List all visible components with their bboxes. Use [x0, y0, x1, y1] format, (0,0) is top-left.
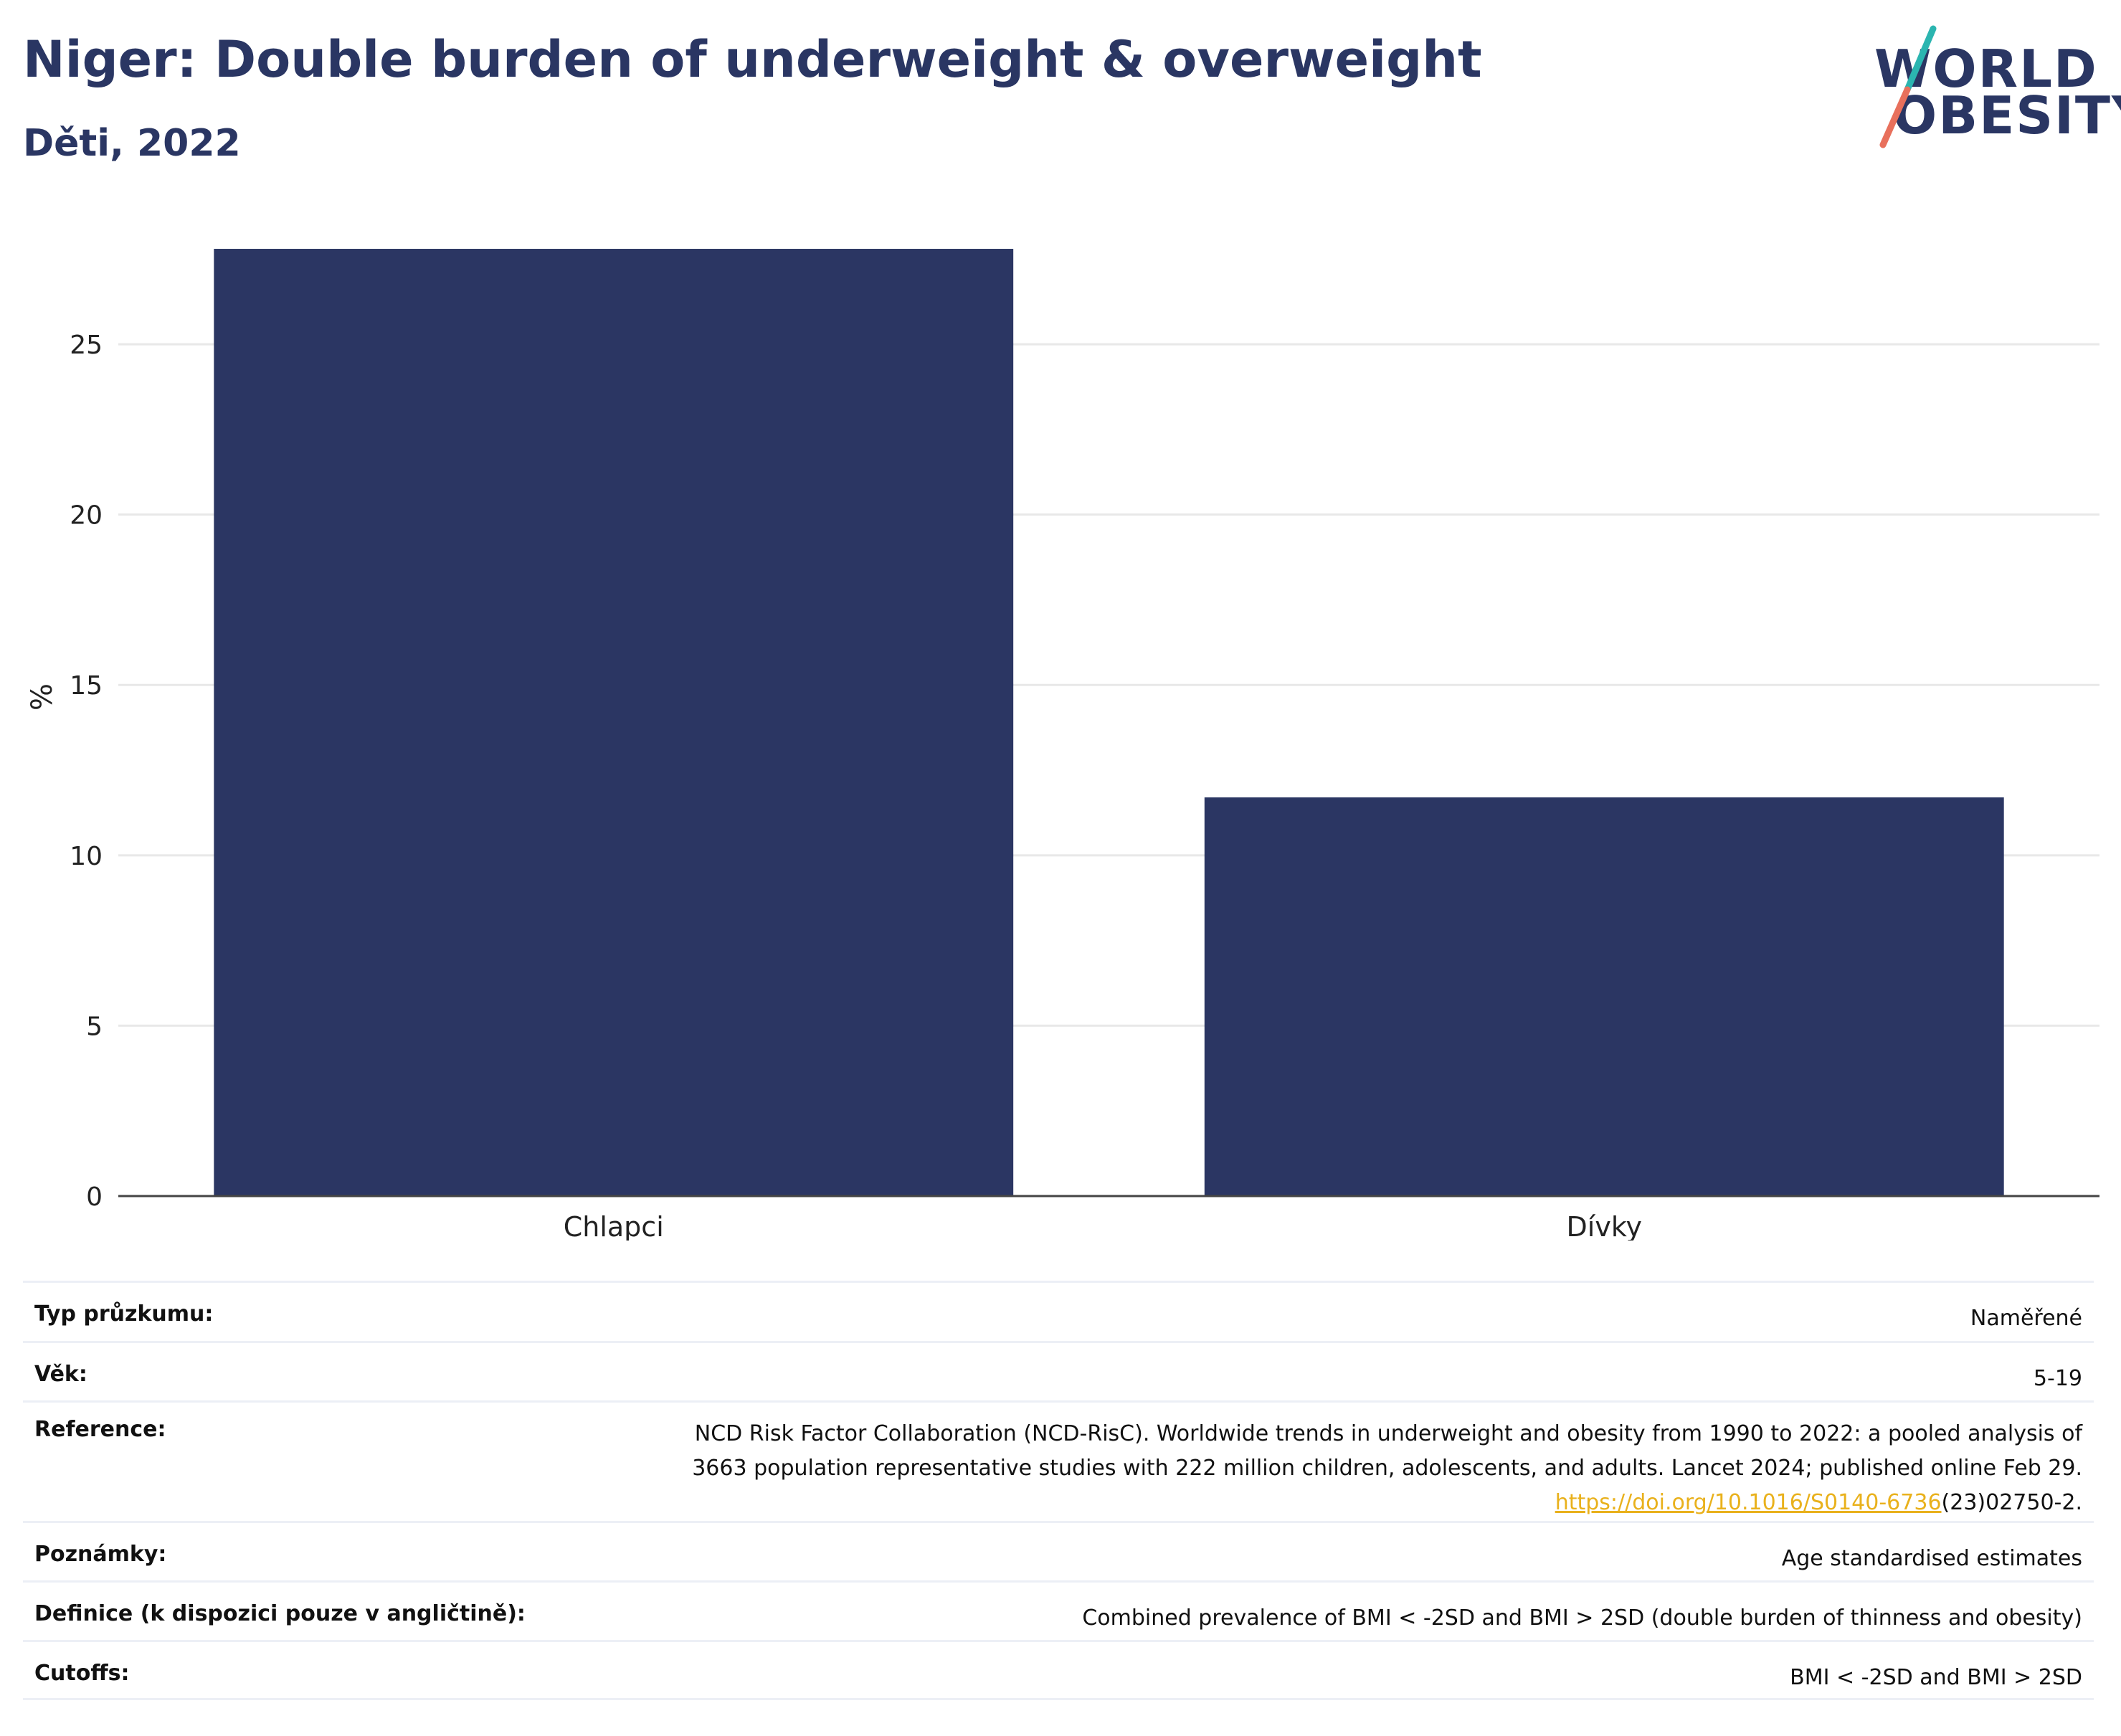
y-tick-label: 0 [86, 1182, 103, 1212]
info-value: 5-19 [2033, 1366, 2082, 1391]
info-row-age: Věk: 5-19 [23, 1341, 2094, 1400]
info-table: Typ průzkumu: Naměřené Věk: 5-19 Referen… [23, 1281, 2094, 1700]
info-label: Cutoffs: [34, 1661, 130, 1686]
doi-link[interactable]: https://doi.org/10.1016/S0140-6736 [1555, 1490, 1942, 1515]
info-label: Typ průzkumu: [34, 1301, 214, 1327]
y-tick-label: 25 [70, 331, 103, 360]
info-label: Věk: [34, 1362, 87, 1387]
y-tick-label: 20 [70, 501, 103, 531]
bar-chlapci[interactable] [214, 249, 1014, 1196]
x-tick-label: Dívky [1567, 1211, 1642, 1241]
bar-dívky[interactable] [1204, 797, 2004, 1196]
bar-chart: 0 5 10 15 20 25 Chlapci Dívky % [26, 249, 2099, 1241]
x-tick-label: Chlapci [564, 1211, 664, 1241]
info-value: Combined prevalence of BMI < -2SD and BM… [1082, 1605, 2082, 1631]
reference-line-2: 3663 population representative studies w… [692, 1456, 2082, 1481]
chart-title: Niger: Double burden of underweight & ov… [23, 30, 1482, 89]
info-value: Naměřené [1970, 1306, 2082, 1331]
y-tick-label: 15 [70, 671, 103, 701]
logo-slash-icon [1879, 25, 1937, 148]
bars [214, 249, 2004, 1196]
info-label: Definice (k dispozici pouze v angličtině… [34, 1601, 526, 1626]
info-value: NCD Risk Factor Collaboration (NCD-RisC)… [692, 1417, 2082, 1520]
chart-subtitle: Děti, 2022 [23, 122, 241, 165]
info-value: Age standardised estimates [1781, 1546, 2082, 1571]
info-row-notes: Poznámky: Age standardised estimates [23, 1521, 2094, 1580]
info-row-survey-type: Typ průzkumu: Naměřené [23, 1281, 2094, 1341]
reference-line-1: NCD Risk Factor Collaboration (NCD-RisC)… [694, 1421, 2082, 1446]
info-label: Poznámky: [34, 1542, 167, 1567]
logo-word-2: OBESITY [1893, 85, 2121, 146]
world-obesity-logo[interactable]: WORLD OBESITY [1864, 22, 2121, 151]
reference-suffix: (23)02750-2. [1941, 1490, 2082, 1515]
info-label: Reference: [34, 1417, 166, 1442]
y-axis-label: % [26, 683, 59, 711]
info-row-reference: Reference: NCD Risk Factor Collaboration… [23, 1400, 2094, 1521]
y-tick-label: 5 [86, 1012, 103, 1041]
info-row-cutoffs: Cutoffs: BMI < -2SD and BMI > 2SD [23, 1640, 2094, 1700]
info-value: BMI < -2SD and BMI > 2SD [1790, 1665, 2082, 1690]
axes: 0 5 10 15 20 25 Chlapci Dívky [70, 331, 2099, 1241]
info-row-definition: Definice (k dispozici pouze v angličtině… [23, 1580, 2094, 1640]
y-tick-label: 10 [70, 842, 103, 871]
